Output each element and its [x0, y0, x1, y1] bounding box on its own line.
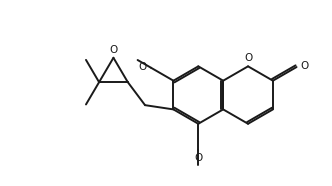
- Text: O: O: [301, 61, 309, 71]
- Text: O: O: [109, 45, 118, 55]
- Text: O: O: [244, 53, 252, 63]
- Text: O: O: [194, 153, 203, 163]
- Text: O: O: [139, 62, 147, 72]
